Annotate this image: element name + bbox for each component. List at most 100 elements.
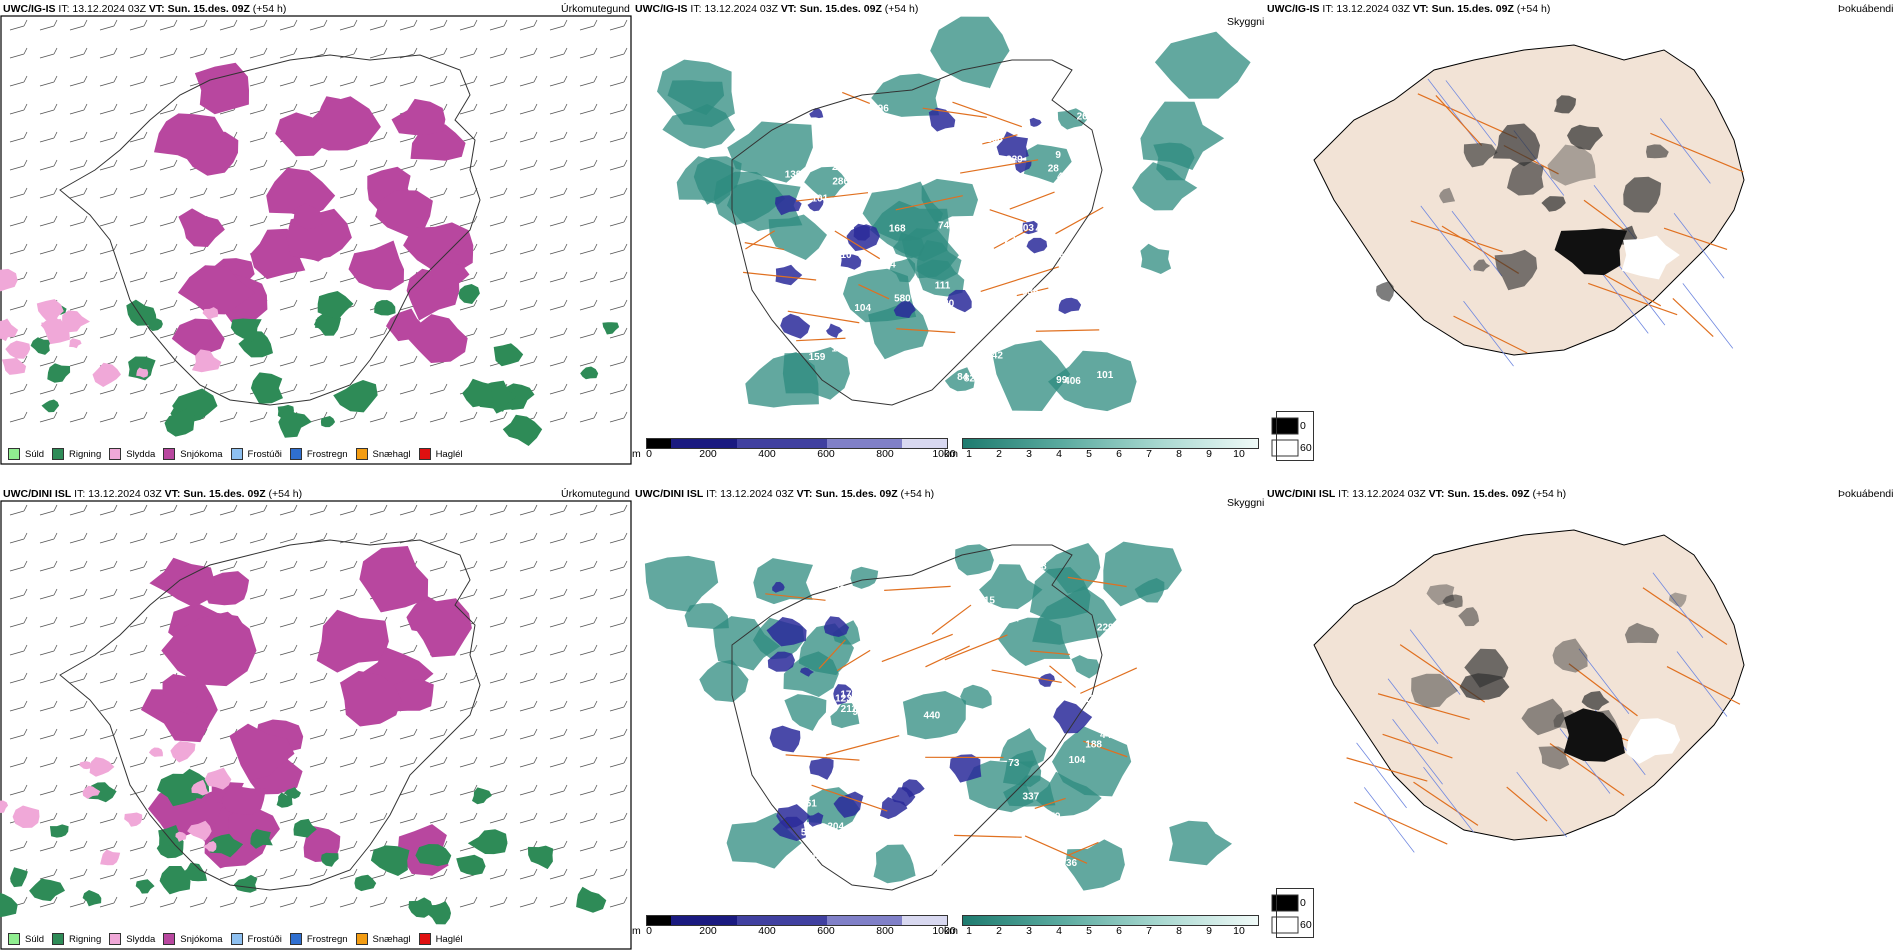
low-visibility-area xyxy=(823,616,850,637)
wind-barb-flag xyxy=(263,215,268,223)
wind-barb xyxy=(459,538,475,544)
wind-barb xyxy=(489,417,505,423)
wind-barb-flag xyxy=(113,896,118,904)
visibility-label: 686 xyxy=(1001,727,1018,738)
wind-barb-flag xyxy=(233,243,238,251)
visibility-label: 398 xyxy=(1030,561,1047,572)
legend-label: Haglél xyxy=(435,448,463,460)
wind-barb-flag xyxy=(83,868,88,876)
visibility-label: 188 xyxy=(1085,739,1102,750)
wind-barb-flag xyxy=(53,19,58,27)
road xyxy=(1382,733,1453,759)
wind-barb-flag xyxy=(323,355,328,363)
wind-barb xyxy=(339,902,355,908)
wind-barb xyxy=(189,249,205,255)
wind-barb-flag xyxy=(83,103,88,111)
wind-barb-flag xyxy=(143,383,148,391)
wind-barb-flag xyxy=(263,532,268,540)
legend-label: Rigning xyxy=(69,933,102,945)
wind-barb-flag xyxy=(563,75,568,83)
wind-barb xyxy=(309,622,325,628)
wind-barb xyxy=(519,538,535,544)
rain-area xyxy=(374,300,396,316)
wind-barb-flag xyxy=(173,187,178,195)
visibility-area xyxy=(944,367,975,392)
iceland-land xyxy=(1313,529,1745,841)
wind-barb-flag xyxy=(563,812,568,820)
fog-area xyxy=(1646,144,1669,159)
wind-barb-flag xyxy=(113,560,118,568)
road xyxy=(1410,220,1503,253)
wind-barb xyxy=(399,417,415,423)
legend-label: Frostúði xyxy=(247,933,282,945)
wind-barb xyxy=(129,25,145,31)
wind-barb-flag xyxy=(383,896,388,904)
wind-barb xyxy=(129,417,145,423)
wind-barb xyxy=(129,678,145,684)
wind-barb xyxy=(369,790,385,796)
wind-barb xyxy=(279,566,295,572)
wind-barb xyxy=(399,81,415,87)
model-name: UWC/IG-IS xyxy=(3,3,56,15)
river xyxy=(1652,572,1704,639)
wind-barb-flag xyxy=(383,532,388,540)
river xyxy=(1578,648,1630,715)
wind-barb xyxy=(99,566,115,572)
wind-barb-flag xyxy=(383,131,388,139)
wind-barb-flag xyxy=(143,47,148,55)
wind-barb xyxy=(39,874,55,880)
wind-barb xyxy=(519,818,535,824)
sleet-area xyxy=(82,785,101,799)
m-tick: 600 xyxy=(817,925,835,937)
precip-areas xyxy=(0,546,607,925)
wind-barb xyxy=(309,25,325,31)
snow-area xyxy=(194,62,249,115)
visibility-label: 10 xyxy=(840,250,852,261)
wind-barb xyxy=(9,221,25,227)
init-time: IT: 13.12.2024 03Z xyxy=(703,488,797,500)
visibility-label: 96 xyxy=(878,104,890,115)
wind-barb xyxy=(489,790,505,796)
glacier-area xyxy=(1626,718,1681,764)
wind-barb-flag xyxy=(263,868,268,876)
rain-area xyxy=(408,897,433,918)
wind-barb-flag xyxy=(113,271,118,279)
sleet-area xyxy=(36,299,64,323)
road xyxy=(842,91,870,104)
wind-barb-flag xyxy=(143,532,148,540)
wind-barb-flag xyxy=(23,299,28,307)
road xyxy=(787,310,860,324)
low-visibility-area xyxy=(946,289,972,313)
wind-barb-flag xyxy=(383,327,388,335)
visibility-label: 353 xyxy=(963,657,980,668)
wind-barb-flag xyxy=(593,411,598,419)
wind-barb xyxy=(429,81,445,87)
wind-barb-flag xyxy=(623,243,628,251)
wind-barb xyxy=(399,874,415,880)
wind-barb xyxy=(39,734,55,740)
wind-barb-flag xyxy=(353,784,358,792)
wind-barb xyxy=(579,566,595,572)
legend-item: Slydda xyxy=(109,448,155,460)
wind-barb-flag xyxy=(533,532,538,540)
wind-barb-flag xyxy=(113,131,118,139)
sleet-area xyxy=(175,831,187,842)
rain-area xyxy=(41,399,60,413)
wind-barb-flag xyxy=(623,672,628,680)
wind-barb-flag xyxy=(173,355,178,363)
wind-barb xyxy=(579,762,595,768)
wind-barb-flag xyxy=(593,532,598,540)
legend-swatch xyxy=(109,933,122,945)
visibility-area xyxy=(713,616,781,671)
visibility-label: 134 xyxy=(1026,101,1043,112)
wind-barb xyxy=(99,650,115,656)
wind-barb xyxy=(549,249,565,255)
visibility-label: 176 xyxy=(840,689,857,700)
wind-barb-flag xyxy=(53,868,58,876)
wind-barb xyxy=(549,53,565,59)
legend-item: Snjókoma xyxy=(163,448,223,460)
wind-barb-flag xyxy=(503,756,508,764)
wind-barb-flag xyxy=(533,243,538,251)
wind-barb xyxy=(519,53,535,59)
